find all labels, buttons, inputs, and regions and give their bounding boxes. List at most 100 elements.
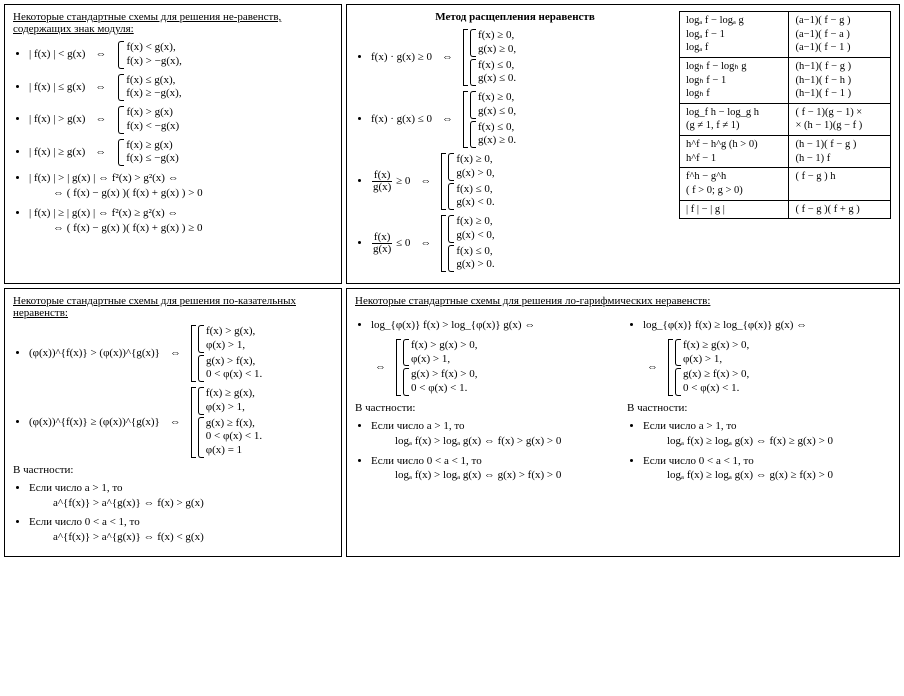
case-line: 0 < φ(x) < 1. — [206, 368, 262, 382]
table-cell: h^f − h^g (h > 0)h^f − 1 — [680, 136, 789, 168]
case-line: f(x) ≤ 0, — [456, 245, 494, 259]
lhs: | f(x) | > g(x) — [29, 112, 85, 127]
case-line: f(x) ≥ g(x) — [126, 139, 179, 153]
case-line: f(x) ≥ g(x), — [206, 387, 255, 401]
box3-list: (φ(x))^{f(x)} > (φ(x))^{g(x)} ⇔ f(x) > g(x… — [13, 325, 333, 458]
table-cell: (h−1)( f − g )(h−1)( f − h )(h−1)( f − 1… — [789, 57, 891, 103]
iff: ⇔ — [416, 236, 435, 251]
lhs: (φ(x))^{f(x)} > (φ(x))^{g(x)} — [29, 346, 160, 361]
lhs: | f(x) | ≤ g(x) — [29, 80, 85, 95]
box4-right-cases: f(x) ≥ g(x) > 0,φ(x) > 1,g(x) ≥ f(x) > 0… — [673, 339, 749, 396]
iff: ⇔ — [438, 112, 457, 127]
box1-tail: | f(x) | > | g(x) | ⇔ f²(x) > g²(x) ⇔⇔ (… — [29, 171, 333, 201]
lhs: | f(x) | ≥ g(x) — [29, 145, 85, 160]
case-line: g(x) ≥ 0. — [478, 134, 516, 148]
case-line: f(x) ≥ 0, — [478, 91, 516, 105]
box1-item: | f(x) | > g(x)⇔f(x) > g(x)f(x) < −g(x) — [29, 106, 333, 134]
case-line: g(x) > f(x) > 0, — [411, 368, 477, 382]
box3-part-list: Если число a > 1, тоa^{f(x)} > a^{g(x)} … — [13, 481, 333, 545]
case-line: f(x) > g(x) — [126, 106, 179, 120]
case-line: f(x) ≥ 0, — [478, 29, 516, 43]
lhs: f(x)g(x) ≤ 0 — [371, 232, 410, 255]
particular-item: Если число 0 < a < 1, тоlogₐ f(x) ≥ logₐ… — [643, 454, 891, 484]
lhs: | f(x) | < g(x) — [29, 47, 85, 62]
case-line: f(x) > −g(x), — [126, 55, 181, 69]
box4-pr-list: Если число a > 1, тоlogₐ f(x) ≥ logₐ g(x… — [627, 419, 891, 483]
lhs: f(x) · g(x) ≥ 0 — [371, 50, 432, 65]
iff: ⇔ — [438, 50, 457, 65]
iff: ⇔ — [91, 80, 110, 95]
box1-item: | f(x) | ≥ g(x) ⇔ f(x) ≥ g(x)f(x) ≤ −g(x) — [29, 139, 333, 167]
box4-pl-list: Если число a > 1, тоlogₐ f(x) > logₐ g(x… — [355, 419, 619, 483]
table-cell: | f | − | g | — [680, 200, 789, 219]
box3-item: (φ(x))^{f(x)} > (φ(x))^{g(x)}⇔f(x) > g(x… — [29, 325, 333, 382]
table-row: | f | − | g |( f − g )( f + g ) — [680, 200, 891, 219]
box1-item: | f(x) | ≤ g(x) ⇔ f(x) ≤ g(x),f(x) ≥ −g(x)… — [29, 74, 333, 102]
box2-list: f(x) · g(x) ≥ 0⇔f(x) ≥ 0,g(x) ≥ 0,f(x) ≤… — [355, 29, 675, 272]
case-line: g(x) ≥ f(x) > 0, — [683, 368, 749, 382]
case-line: f(x) ≥ g(x) > 0, — [683, 339, 749, 353]
table-row: f^h − g^h( f > 0; g > 0)( f − g ) h — [680, 168, 891, 200]
box4-right: log_{φ(x)} f(x) ≥ log_{φ(x)} g(x) ⇔ ⇔f(x… — [627, 313, 891, 488]
box-exponential: Некоторые стандартные схемы для решения … — [4, 288, 342, 557]
iff: ⇔ — [416, 174, 435, 189]
particular-item: Если число 0 < a < 1, тоa^{f(x)} > a^{g(… — [29, 515, 333, 545]
table-row: h^f − h^g (h > 0)h^f − 1(h − 1)( f − g )… — [680, 136, 891, 168]
case-line: f(x) > g(x), — [206, 325, 255, 339]
box2-item: f(x) · g(x) ≤ 0 ⇔ f(x) ≥ 0,g(x) ≤ 0, f(x) ≤… — [371, 91, 675, 148]
case-line: f(x) ≤ 0, — [478, 121, 516, 135]
table-cell: ( f − g )( f + g ) — [789, 200, 891, 219]
box2-item: f(x)g(x) ≥ 0⇔f(x) ≥ 0,g(x) > 0,f(x) ≤ 0,… — [371, 153, 675, 210]
table-cell: (h − 1)( f − g )(h − 1) f — [789, 136, 891, 168]
case-line: f(x) ≤ g(x), — [126, 74, 181, 88]
box3-part-title: В частности: — [13, 464, 73, 476]
case-line: g(x) ≥ 0, — [478, 43, 516, 57]
box1-tail: | f(x) | ≥ | g(x) | ⇔ f²(x) ≥ g²(x) ⇔⇔ (… — [29, 206, 333, 236]
box4-left-head: log_{φ(x)} f(x) > log_{φ(x)} g(x) ⇔ — [371, 319, 535, 331]
case-line: g(x) > 0. — [456, 258, 494, 272]
box4-pl-title: В частности: — [355, 402, 415, 414]
case-line: 0 < φ(x) < 1. — [206, 430, 262, 444]
box2-item: f(x)g(x) ≤ 0⇔f(x) ≥ 0,g(x) < 0,f(x) ≤ 0,… — [371, 215, 675, 272]
case-line: f(x) > g(x) > 0, — [411, 339, 477, 353]
case-line: f(x) ≥ 0, — [456, 153, 494, 167]
case-line: g(x) ≥ f(x), — [206, 417, 262, 431]
box4-left: log_{φ(x)} f(x) > log_{φ(x)} g(x) ⇔ ⇔f(x… — [355, 313, 619, 488]
lhs: (φ(x))^{f(x)} ≥ (φ(x))^{g(x)} — [29, 415, 160, 430]
particular-item: Если число a > 1, тоa^{f(x)} > a^{g(x)} … — [29, 481, 333, 511]
box4-right-head: log_{φ(x)} f(x) ≥ log_{φ(x)} g(x) ⇔ — [643, 319, 807, 331]
case-line: f(x) ≤ 0, — [478, 59, 516, 73]
case-line: f(x) ≤ −g(x) — [126, 152, 179, 166]
particular-item: Если число a > 1, тоlogₐ f(x) ≥ logₐ g(x… — [643, 419, 891, 449]
case-line: g(x) > 0, — [456, 167, 494, 181]
table-cell: f^h − g^h( f > 0; g > 0) — [680, 168, 789, 200]
particular-item: Если число 0 < a < 1, тоlogₐ f(x) > logₐ… — [371, 454, 619, 484]
case-line: f(x) ≥ 0, — [456, 215, 494, 229]
case-line: f(x) ≤ 0, — [456, 183, 494, 197]
case-line: φ(x) > 1, — [411, 353, 477, 367]
box4-title: Некоторые стандартные схемы для решения … — [355, 295, 891, 307]
case-line: φ(x) > 1, — [206, 339, 255, 353]
table-cell: logₐ f − logₐ glogₐ f − 1logₐ f — [680, 12, 789, 58]
lhs: f(x) · g(x) ≤ 0 — [371, 112, 432, 127]
case-line: φ(x) = 1 — [206, 444, 262, 458]
case-line: φ(x) > 1, — [206, 401, 255, 415]
box2-table-wrap: logₐ f − logₐ glogₐ f − 1logₐ f(a−1)( f … — [679, 11, 891, 277]
table-cell: (a−1)( f − g )(a−1)( f − a )(a−1)( f − 1… — [789, 12, 891, 58]
iff: ⇔ — [91, 145, 110, 160]
case-line: f(x) ≥ −g(x), — [126, 87, 181, 101]
case-line: g(x) > f(x), — [206, 355, 262, 369]
box2-title: Метод расщепления неравенств — [355, 11, 675, 23]
box2-left: Метод расщепления неравенств f(x) · g(x)… — [355, 11, 675, 277]
particular-item: Если число a > 1, тоlogₐ f(x) > logₐ g(x… — [371, 419, 619, 449]
case-line: φ(x) > 1, — [683, 353, 749, 367]
case-line: g(x) ≤ 0, — [478, 105, 516, 119]
page-grid: Некоторые стандартные схемы для решения … — [4, 4, 900, 557]
table-cell: ( f − g ) h — [789, 168, 891, 200]
case-line: 0 < φ(x) < 1. — [411, 382, 477, 396]
iff: ⇔ — [166, 415, 185, 430]
table-row: logₐ f − logₐ glogₐ f − 1logₐ f(a−1)( f … — [680, 12, 891, 58]
box-splitting: Метод расщепления неравенств f(x) · g(x)… — [346, 4, 900, 284]
case-line: g(x) ≤ 0. — [478, 72, 516, 86]
box3-item: (φ(x))^{f(x)} ≥ (φ(x))^{g(x)} ⇔ f(x) ≥ g(x… — [29, 387, 333, 458]
